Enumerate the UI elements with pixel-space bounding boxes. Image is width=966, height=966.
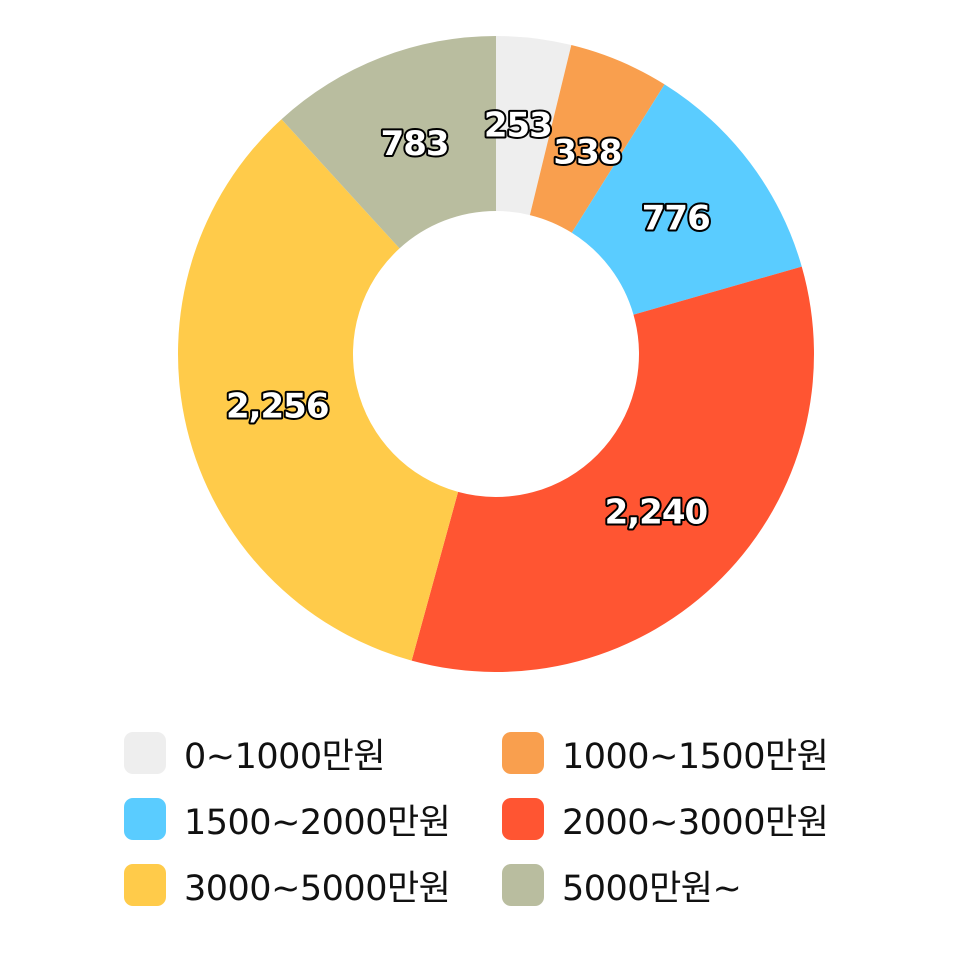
slice-value-label-4: 2,256	[226, 387, 329, 427]
legend-swatch	[502, 732, 544, 774]
legend-item-0-1000[interactable]: 0~1000만원	[124, 730, 502, 777]
legend-swatch	[124, 864, 166, 906]
legend-label: 2000~3000만원	[562, 802, 829, 843]
donut-slice-2[interactable]	[571, 84, 802, 315]
legend-swatch	[502, 798, 544, 840]
slice-value-label-0: 253	[484, 106, 552, 146]
donut-slice-0[interactable]	[496, 36, 572, 216]
chart-legend: 0~1000만원 1000~1500만원 1500~2000만원 2000~30…	[124, 730, 884, 909]
legend-label: 3000~5000만원	[184, 868, 451, 909]
legend-swatch	[124, 732, 166, 774]
donut-slice-1[interactable]	[529, 45, 665, 233]
legend-item-1000-1500[interactable]: 1000~1500만원	[502, 730, 862, 777]
legend-swatch	[124, 798, 166, 840]
slice-value-label-5: 783	[381, 124, 449, 164]
slice-value-label-3: 2,240	[605, 492, 708, 532]
donut-slice-5[interactable]	[281, 36, 496, 249]
legend-label: 1000~1500만원	[562, 736, 829, 777]
legend-item-5000-plus[interactable]: 5000만원~	[502, 862, 862, 909]
legend-item-3000-5000[interactable]: 3000~5000만원	[124, 862, 502, 909]
legend-label: 0~1000만원	[184, 736, 386, 777]
legend-label: 1500~2000만원	[184, 802, 451, 843]
legend-item-1500-2000[interactable]: 1500~2000만원	[124, 796, 502, 843]
legend-item-2000-3000[interactable]: 2000~3000만원	[502, 796, 862, 843]
donut-slice-3[interactable]	[411, 266, 814, 673]
donut-slices	[177, 36, 814, 673]
legend-label: 5000만원~	[562, 868, 742, 909]
donut-slice-4[interactable]	[177, 119, 459, 661]
slice-value-label-1: 338	[553, 133, 621, 173]
legend-swatch	[502, 864, 544, 906]
slice-value-label-2: 776	[642, 199, 710, 239]
